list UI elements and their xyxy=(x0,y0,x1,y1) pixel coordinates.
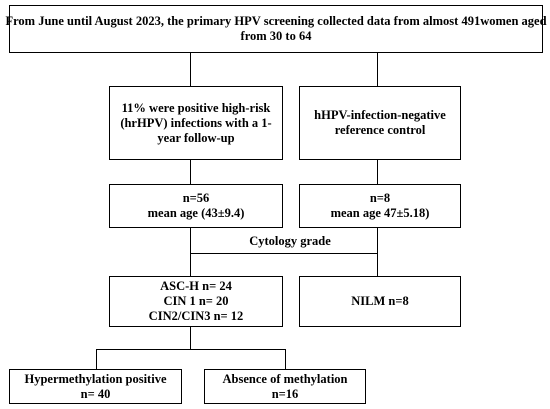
connector-negative-stats-down xyxy=(377,227,379,276)
cin1-count: CIN 1 n= 20 xyxy=(163,294,229,308)
cytology-grade-label: Cytology grade xyxy=(249,234,331,248)
cin2-cin3-count: CIN2/CIN3 n= 12 xyxy=(148,309,244,323)
hypermethylation-positive-box: Hypermethylation positive n= 40 xyxy=(9,369,182,404)
negative-control-line-2: reference control xyxy=(334,123,426,137)
hrhpv-positive-line-3: year follow-up xyxy=(157,130,235,145)
connector-positive-to-stats xyxy=(190,159,192,184)
hypermethylation-count: n= 40 xyxy=(80,386,111,401)
connector-negative-to-stats xyxy=(377,159,379,184)
connector-top-to-negative xyxy=(377,52,379,86)
hrhpv-positive-line-2: (hrHPV) infections with a 1- xyxy=(120,115,272,130)
connector-grade-down xyxy=(190,326,192,349)
negative-control-line-1: hHPV-infection-negative xyxy=(314,108,446,122)
nilm-count: NILM n=8 xyxy=(351,294,409,308)
negative-control-box: hHPV-infection-negative reference contro… xyxy=(299,86,461,160)
positive-mean-age: mean age (43±9.4) xyxy=(147,206,245,220)
negative-stats-box: n=8 mean age 47±5.18) xyxy=(299,184,461,228)
screening-summary-box: From June until August 2023, the primary… xyxy=(5,5,547,53)
connector-top-to-positive xyxy=(190,52,192,86)
positive-stats-box: n=56 mean age (43±9.4) xyxy=(109,184,283,228)
negative-count: n=8 xyxy=(369,191,391,205)
absence-label: Absence of methylation xyxy=(222,371,348,386)
hypermethylation-label: Hypermethylation positive xyxy=(24,371,167,386)
connector-to-absence xyxy=(285,349,287,369)
connector-split-bar xyxy=(96,349,286,351)
absence-count: n=16 xyxy=(271,386,299,401)
screening-summary-line-2: from 30 to 64 xyxy=(240,29,312,43)
connector-cytology-bar xyxy=(190,253,378,255)
absence-of-methylation-box: Absence of methylation n=16 xyxy=(204,369,366,404)
connector-positive-stats-down xyxy=(190,227,192,276)
connector-to-hypermethylation xyxy=(96,349,98,369)
positive-count: n=56 xyxy=(182,191,210,205)
asc-h-count: ASC-H n= 24 xyxy=(160,279,232,293)
hrhpv-positive-line-1: 11% were positive high-risk xyxy=(121,100,271,115)
hrhpv-positive-box: 11% were positive high-risk (hrHPV) infe… xyxy=(109,86,283,160)
cytology-grade-box: ASC-H n= 24 CIN 1 n= 20 CIN2/CIN3 n= 12 xyxy=(109,276,283,327)
negative-mean-age: mean age 47±5.18) xyxy=(330,206,430,220)
screening-summary-line-1: From June until August 2023, the primary… xyxy=(5,14,547,28)
nilm-box: NILM n=8 xyxy=(299,276,461,327)
